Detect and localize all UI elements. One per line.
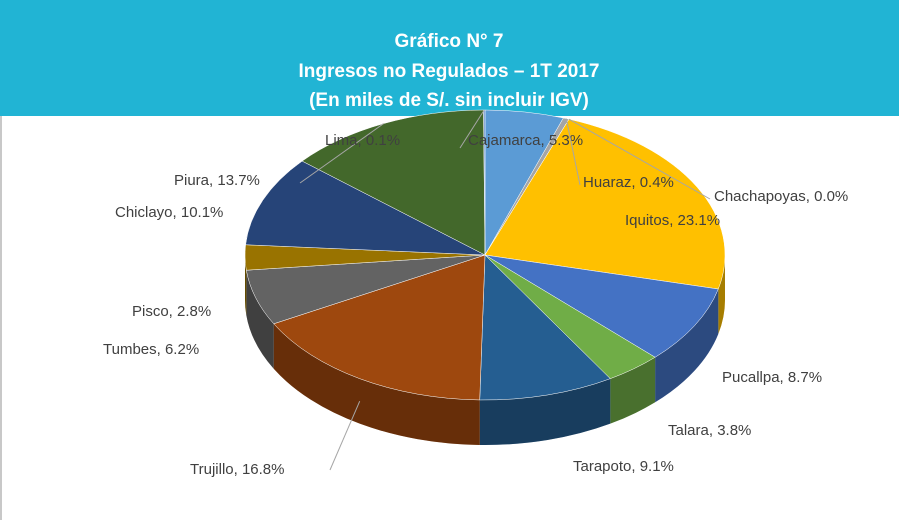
slice-side (273, 323, 480, 445)
slice-shade (479, 378, 611, 445)
chart-subtitle: (En miles de S/. sin incluir IGV) (309, 90, 589, 111)
leader-line (299, 123, 384, 184)
slice (245, 160, 486, 256)
data-label: Piura, 13.7% (174, 172, 260, 189)
data-label: Lima, 0.1% (325, 132, 400, 149)
slice-shade (273, 323, 480, 445)
data-label: Tarapoto, 9.1% (573, 458, 674, 475)
slice-side (655, 289, 719, 403)
header (0, 0, 899, 116)
slice-side (479, 378, 611, 445)
data-label: Iquitos, 23.1% (625, 212, 720, 229)
chart-subtitle: Ingresos no Regulados – 1T 2017 (299, 61, 600, 82)
data-label: Talara, 3.8% (668, 422, 751, 439)
data-label: Trujillo, 16.8% (190, 461, 284, 478)
slice-shade (655, 289, 719, 403)
slice-shade (246, 270, 274, 369)
data-label: Cajamarca, 5.3% (468, 132, 583, 149)
slice (479, 254, 611, 401)
slice-side (610, 357, 656, 424)
leader-line (329, 400, 361, 471)
slice-shade (245, 255, 247, 316)
leader-line (568, 118, 711, 200)
slice (273, 254, 486, 401)
chart-title: Gráfico N° 7 (395, 31, 504, 52)
data-label: Pucallpa, 8.7% (722, 369, 822, 386)
data-label: Tumbes, 6.2% (103, 341, 199, 358)
data-label: Chachapoyas, 0.0% (714, 188, 848, 205)
data-label: Chiclayo, 10.1% (115, 204, 223, 221)
slice-side (718, 255, 725, 335)
slice-shade (718, 255, 725, 335)
slice-side (245, 255, 247, 316)
leader-line (459, 109, 485, 149)
data-label: Pisco, 2.8% (132, 303, 211, 320)
slice (483, 109, 486, 256)
slice-side (246, 270, 274, 369)
slice (484, 118, 726, 290)
data-label: Huaraz, 0.4% (583, 174, 674, 191)
slice-shade (610, 357, 656, 424)
leader-line (565, 118, 581, 186)
slice (301, 109, 486, 256)
slice (484, 254, 719, 358)
